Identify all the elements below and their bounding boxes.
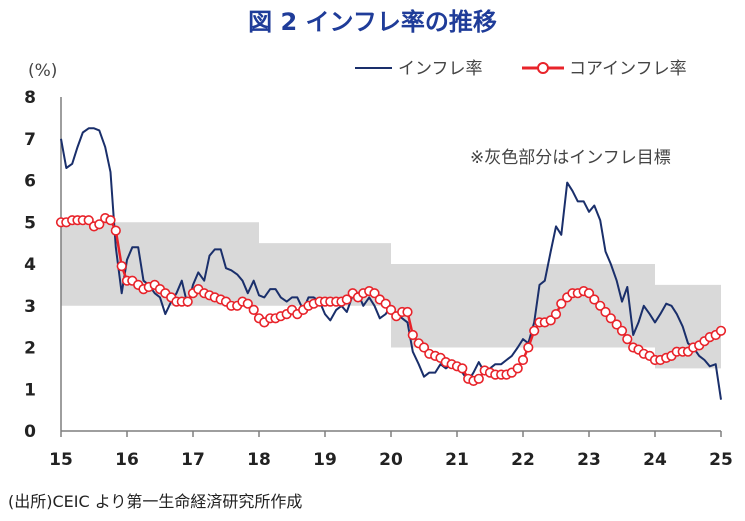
core-inflation-point bbox=[517, 354, 529, 366]
inflation-target-band bbox=[61, 222, 721, 369]
core-inflation-point bbox=[182, 296, 193, 307]
y-tick-label: 3 bbox=[24, 297, 36, 317]
core-inflation-point bbox=[407, 329, 418, 341]
x-tick-label: 22 bbox=[511, 450, 535, 470]
y-tick-label: 4 bbox=[24, 255, 36, 275]
core-inflation-point bbox=[94, 219, 105, 230]
source-note: (出所)CEIC より第一生命経済研究所作成 bbox=[8, 492, 303, 511]
core-inflation-point bbox=[550, 309, 562, 320]
core-inflation-point bbox=[418, 342, 430, 353]
core-inflation-point bbox=[600, 306, 611, 318]
core-inflation-point bbox=[116, 261, 127, 272]
core-inflation-point bbox=[715, 325, 727, 336]
legend-label-core: コアインフレ率 bbox=[569, 59, 687, 79]
core-inflation-point bbox=[369, 288, 380, 299]
core-inflation-point bbox=[341, 294, 352, 305]
x-tick-label: 24 bbox=[643, 450, 667, 470]
core-inflation-point bbox=[512, 363, 523, 374]
core-inflation-point bbox=[105, 215, 116, 226]
x-tick-label: 17 bbox=[181, 450, 205, 470]
core-inflation-point bbox=[110, 225, 121, 236]
x-tick-label: 16 bbox=[115, 450, 139, 470]
y-axis-unit-label: (%) bbox=[28, 61, 57, 81]
band-annotation: ※灰色部分はインフレ目標 bbox=[470, 148, 671, 168]
x-tick-label: 19 bbox=[313, 450, 337, 470]
core-inflation-point bbox=[473, 373, 484, 384]
core-inflation-point bbox=[529, 325, 540, 336]
core-inflation-point bbox=[622, 334, 633, 345]
y-tick-label: 5 bbox=[24, 213, 36, 233]
y-tick-label: 1 bbox=[24, 380, 36, 400]
core-inflation-point bbox=[248, 304, 259, 316]
y-tick-label: 6 bbox=[24, 172, 36, 192]
core-inflation-point bbox=[83, 215, 94, 226]
target-band-segment-2 bbox=[391, 264, 655, 348]
core-inflation-point bbox=[589, 294, 600, 305]
y-tick-label: 7 bbox=[24, 130, 36, 150]
core-inflation-point bbox=[611, 319, 622, 330]
core-inflation-point bbox=[242, 298, 253, 309]
core-inflation-point bbox=[595, 300, 606, 311]
chart-title: 図 2 インフレ率の推移 bbox=[248, 8, 497, 36]
core-inflation-point bbox=[402, 306, 413, 318]
core-inflation-point bbox=[385, 304, 397, 316]
series-layer bbox=[55, 127, 727, 400]
x-tick-label: 20 bbox=[379, 450, 403, 470]
y-tick-label: 0 bbox=[24, 422, 36, 442]
x-tick-label: 15 bbox=[49, 450, 73, 470]
y-tick-label: 2 bbox=[24, 339, 36, 359]
core-inflation-point bbox=[545, 315, 556, 326]
core-inflation-point bbox=[380, 298, 391, 309]
core-inflation-point bbox=[457, 363, 468, 374]
core-inflation-point bbox=[605, 313, 616, 324]
x-tick-label: 25 bbox=[709, 450, 733, 470]
legend: インフレ率 コアインフレ率 bbox=[355, 59, 687, 79]
x-tick-label: 21 bbox=[445, 450, 469, 470]
y-tick-label: 8 bbox=[24, 88, 36, 108]
core-inflation-point bbox=[616, 325, 628, 336]
core-inflation-point bbox=[523, 342, 534, 353]
x-tick-label: 18 bbox=[247, 450, 271, 470]
x-tick-label: 23 bbox=[577, 450, 601, 470]
core-inflation-point bbox=[583, 288, 595, 299]
core-inflation-point bbox=[556, 298, 567, 309]
legend-label-headline: インフレ率 bbox=[398, 59, 483, 79]
legend-swatch-core-marker bbox=[537, 62, 549, 74]
